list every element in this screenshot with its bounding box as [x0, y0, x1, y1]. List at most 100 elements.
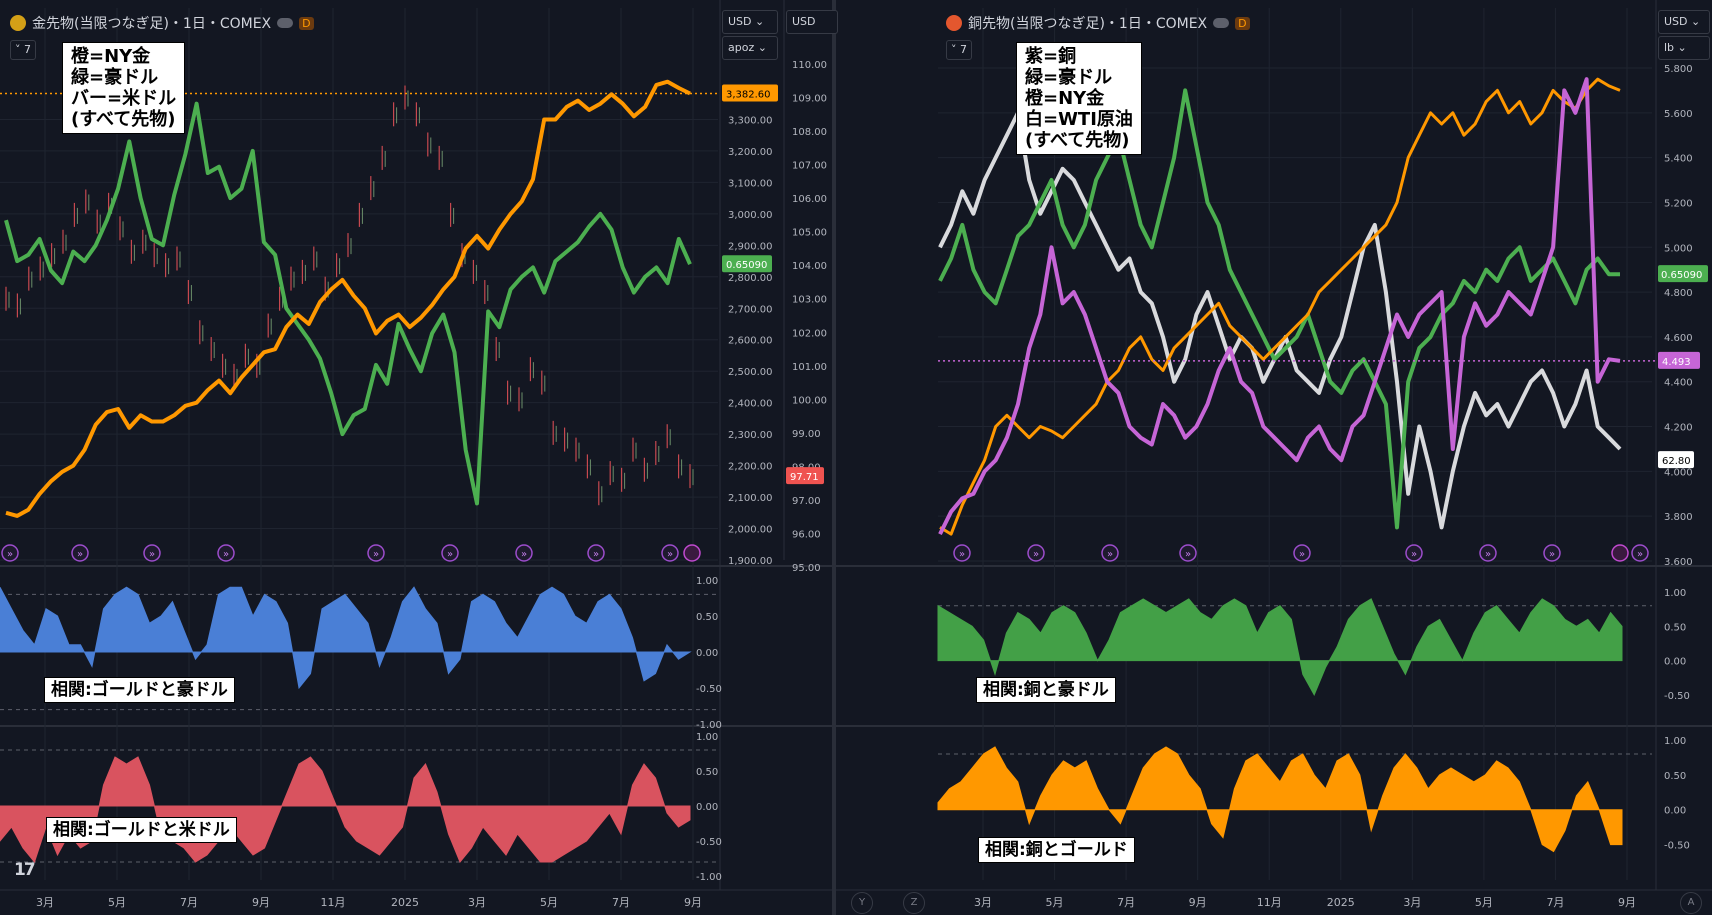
axis-letter-a[interactable]: A [1680, 892, 1702, 914]
left-event-icon [441, 544, 459, 562]
left-currency-select-2[interactable]: USD [786, 10, 838, 34]
right-y-tick: 3.800 [1664, 512, 1693, 523]
gold-price-tag [722, 84, 778, 102]
right-event-icon [1479, 544, 1497, 562]
right-chart-title: 銅先物(当限つなぎ足)・1日・COMEX [968, 16, 1208, 32]
left-x-tick: 7月 [180, 896, 198, 909]
left-y-tick-usd: 106.00 [792, 194, 827, 205]
right-y-tick: 4.400 [1664, 378, 1693, 389]
right-y-tick: 5.400 [1664, 154, 1693, 165]
left-y-tick-usd: 102.00 [792, 328, 827, 339]
right-unit-select[interactable]: lb ⌄ [1658, 36, 1710, 60]
left-y-tick-gold: 2,800.00 [728, 273, 773, 284]
right-interval-count: 7 [960, 43, 967, 56]
visibility-toggle-icon-right[interactable] [1213, 18, 1230, 28]
copper-line [938, 77, 1621, 535]
right-corr1-y-tick: -0.50 [1664, 691, 1690, 702]
left-x-tick: 5月 [108, 896, 126, 909]
right-currency-label: USD [1664, 15, 1688, 28]
left-event-icon [1, 544, 19, 562]
left-y-tick-gold: 3,200.00 [728, 147, 773, 158]
left-y-tick-usd: 105.00 [792, 228, 827, 239]
left-y-tick-usd: 101.00 [792, 362, 827, 373]
copper-symbol-icon [946, 15, 962, 31]
left-unit-select[interactable]: apoz ⌄ [722, 36, 778, 60]
left-y-tick-usd: 100.00 [792, 395, 827, 406]
right-event-icon-glyph: » [1637, 549, 1643, 560]
axis-letter-z[interactable]: Z [903, 892, 925, 914]
left-y-tick-gold: 3,100.00 [728, 178, 773, 189]
left-chart-header[interactable]: 金先物(当限つなぎ足)・1日・COMEX D [10, 12, 314, 34]
right-event-icon-glyph: » [1033, 549, 1039, 560]
left-event-icon [661, 544, 679, 562]
right-event-icon [953, 544, 971, 562]
left-event-icon [217, 544, 235, 562]
right-event-icon [1405, 544, 1423, 562]
left-x-tick: 7月 [612, 896, 630, 909]
right-currency-select[interactable]: USD ⌄ [1658, 10, 1710, 34]
left-corr2-y-tick: 1.00 [696, 732, 718, 743]
right-corr2-area [937, 746, 1623, 853]
right-y-tick: 5.600 [1664, 109, 1693, 120]
left-event-icon [143, 544, 161, 562]
left-event-icon-glyph: » [7, 549, 13, 560]
left-event-icon-glyph: » [521, 549, 527, 560]
left-corr1-y-tick: -1.00 [696, 720, 722, 731]
right-data-badge: D [1235, 16, 1250, 30]
left-y-tick-gold: 2,100.00 [728, 493, 773, 504]
left-y-tick-usd: 95.00 [792, 563, 821, 574]
right-event-icon-glyph: » [1485, 549, 1491, 560]
left-y-tick-usd: 99.00 [792, 429, 821, 440]
right-unit-label: lb [1664, 41, 1675, 54]
left-y-tick-gold: 2,000.00 [728, 525, 773, 536]
right-y-tick: 4.600 [1664, 333, 1693, 344]
left-y-tick-gold: 2,700.00 [728, 304, 773, 315]
right-x-tick: 2025 [1327, 896, 1355, 909]
left-currency-select[interactable]: USD ⌄ [722, 10, 778, 34]
left-x-tick: 3月 [36, 896, 54, 909]
visibility-toggle-icon[interactable] [277, 18, 294, 28]
usd-price-tag [786, 467, 824, 485]
copper-price-tag [1658, 351, 1700, 369]
left-corr2-y-tick: -0.50 [696, 837, 722, 848]
right-chart-header[interactable]: 銅先物(当限つなぎ足)・1日・COMEX D [946, 12, 1250, 34]
left-data-badge: D [299, 16, 314, 30]
aud-line-right [938, 88, 1620, 530]
left-alert-icon [683, 544, 701, 562]
left-y-tick-usd: 110.00 [792, 60, 827, 71]
left-y-tick-gold: 1,900.00 [728, 556, 773, 567]
left-corr1-y-tick: 0.00 [696, 648, 718, 659]
axis-letter-y[interactable]: Y [851, 892, 873, 914]
right-event-icon [1293, 544, 1311, 562]
left-y-tick-usd: 103.00 [792, 295, 827, 306]
left-event-icon [367, 544, 385, 562]
right-corr1-label: 相関:銅と豪ドル [976, 677, 1116, 703]
left-x-tick: 9月 [684, 896, 702, 909]
right-event-icon-glyph: » [959, 549, 965, 560]
aud-line-left [4, 101, 692, 506]
left-y-tick-usd: 104.00 [792, 261, 827, 272]
left-corr2-y-tick: 0.00 [696, 802, 718, 813]
left-y-tick-gold: 2,400.00 [728, 399, 773, 410]
left-corr2-y-tick: -1.00 [696, 872, 722, 883]
left-corr1-y-tick: 1.00 [696, 576, 718, 587]
left-event-icon-glyph: » [223, 549, 229, 560]
right-y-tick: 4.200 [1664, 423, 1693, 434]
right-x-tick: 7月 [1546, 896, 1564, 909]
left-corr2-y-tick: 0.50 [696, 767, 718, 778]
right-event-icon [1179, 544, 1197, 562]
left-event-icon-glyph: » [447, 549, 453, 560]
right-event-icon-glyph: » [1549, 549, 1555, 560]
left-event-icon [515, 544, 533, 562]
right-event-icon [1027, 544, 1045, 562]
left-x-tick: 11月 [321, 896, 346, 909]
left-event-icon [587, 544, 605, 562]
right-corr2-y-tick: 0.00 [1664, 806, 1686, 817]
right-event-icon-glyph: » [1107, 549, 1113, 560]
right-indicator-collapse-button[interactable]: ˅ 7 [946, 40, 972, 60]
right-corr2-y-tick: -0.50 [1664, 841, 1690, 852]
right-y-tick: 5.800 [1664, 64, 1693, 75]
left-unit-label: apoz [728, 41, 755, 54]
left-indicator-collapse-button[interactable]: ˅ 7 [10, 40, 36, 60]
